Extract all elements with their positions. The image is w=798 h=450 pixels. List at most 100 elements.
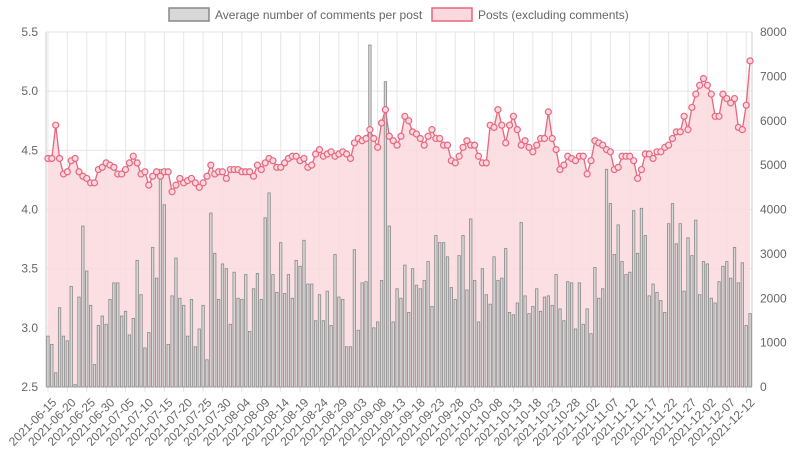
comments-bar[interactable] [69, 286, 73, 388]
legend-label-comments[interactable]: Average number of comments per post [215, 8, 423, 22]
comments-bar[interactable] [527, 313, 531, 388]
comments-bar[interactable] [608, 203, 613, 388]
comments-bar[interactable] [290, 297, 294, 388]
posts-point[interactable] [746, 57, 754, 65]
comments-bar[interactable] [329, 325, 333, 388]
comments-bar[interactable] [399, 297, 403, 388]
posts-point[interactable] [416, 134, 424, 143]
comments-bar[interactable] [182, 304, 186, 388]
posts-point[interactable] [688, 103, 696, 112]
posts-point[interactable] [257, 165, 265, 174]
comments-bar[interactable] [484, 294, 488, 388]
posts-point[interactable] [350, 139, 358, 147]
comments-bar[interactable] [201, 304, 205, 388]
comments-bar[interactable] [73, 384, 77, 388]
posts-point[interactable] [246, 168, 254, 176]
comments-bar[interactable] [473, 280, 477, 388]
comments-bar[interactable] [120, 315, 124, 388]
posts-point[interactable] [63, 168, 71, 176]
comments-bar[interactable] [376, 321, 380, 388]
posts-point[interactable] [738, 126, 746, 134]
comments-bar[interactable] [205, 359, 209, 388]
comments-bar[interactable] [220, 263, 225, 388]
posts-point[interactable] [463, 137, 471, 145]
comments-bar[interactable] [131, 317, 135, 388]
comments-bar[interactable] [612, 254, 616, 388]
comments-bar[interactable] [81, 225, 85, 388]
comments-bar[interactable] [279, 242, 283, 388]
posts-point[interactable] [346, 154, 355, 163]
comments-bar[interactable] [523, 295, 527, 388]
posts-point[interactable] [48, 154, 56, 163]
comments-bar[interactable] [496, 280, 500, 388]
comments-bar[interactable] [535, 288, 539, 388]
posts-point[interactable] [253, 161, 262, 169]
comments-bar[interactable] [566, 281, 570, 388]
comments-bar[interactable] [519, 222, 523, 388]
posts-point[interactable] [544, 108, 552, 116]
posts-point[interactable] [645, 150, 653, 158]
legend-label-posts[interactable]: Posts (excluding comments) [478, 8, 629, 22]
comments-bar[interactable] [108, 299, 112, 388]
comments-bar[interactable] [240, 299, 244, 388]
comments-bar[interactable] [298, 265, 302, 388]
comments-bar[interactable] [577, 282, 581, 388]
comments-bar[interactable] [620, 261, 624, 388]
comments-bar[interactable] [112, 282, 116, 388]
comments-bar[interactable] [166, 343, 170, 388]
comments-bar[interactable] [511, 314, 516, 388]
comments-bar[interactable] [391, 321, 395, 388]
comments-bar[interactable] [139, 294, 143, 388]
posts-point[interactable] [393, 141, 401, 149]
comments-bar[interactable] [217, 299, 221, 388]
comments-bar[interactable] [597, 297, 601, 388]
posts-point[interactable] [668, 134, 677, 143]
posts-point[interactable] [451, 159, 459, 167]
posts-point[interactable] [176, 174, 184, 183]
comments-bar[interactable] [387, 225, 391, 388]
posts-point[interactable] [614, 163, 622, 171]
posts-point[interactable] [692, 90, 700, 98]
posts-point[interactable] [110, 163, 118, 171]
comments-bar[interactable] [337, 296, 341, 388]
comments-bar[interactable] [143, 347, 147, 388]
posts-point[interactable] [71, 154, 79, 163]
comments-bar[interactable] [457, 255, 461, 388]
comments-bar[interactable] [333, 254, 337, 388]
posts-point[interactable] [509, 112, 518, 120]
posts-point[interactable] [727, 99, 735, 107]
posts-point[interactable] [579, 152, 587, 160]
comments-bar[interactable] [321, 320, 325, 388]
comments-bar[interactable] [395, 288, 399, 388]
comments-bar[interactable] [57, 307, 62, 388]
posts-point[interactable] [505, 121, 514, 129]
posts-point[interactable] [145, 181, 153, 189]
posts-point[interactable] [277, 163, 285, 171]
posts-point[interactable] [498, 121, 506, 129]
posts-point[interactable] [55, 154, 64, 163]
comments-bar[interactable] [127, 334, 132, 388]
comments-bar[interactable] [77, 296, 81, 388]
comments-bar[interactable] [317, 294, 322, 388]
posts-point[interactable] [385, 132, 393, 140]
comments-bar[interactable] [360, 282, 364, 388]
posts-point[interactable] [195, 183, 203, 191]
comments-bar[interactable] [434, 235, 438, 388]
comments-bar[interactable] [713, 302, 717, 388]
posts-point[interactable] [626, 152, 634, 160]
posts-point[interactable] [459, 143, 467, 151]
comments-bar[interactable] [632, 210, 636, 388]
comments-bar[interactable] [469, 218, 473, 388]
posts-point[interactable] [529, 148, 537, 156]
comments-bar[interactable] [624, 274, 628, 388]
comments-bar[interactable] [729, 277, 733, 388]
comments-bar[interactable] [61, 335, 66, 388]
comments-bar[interactable] [651, 283, 655, 388]
posts-point[interactable] [312, 150, 320, 158]
comments-bar[interactable] [585, 308, 589, 388]
comments-bar[interactable] [282, 293, 287, 388]
posts-point[interactable] [300, 154, 308, 163]
comments-bar[interactable] [306, 283, 310, 388]
comments-bar[interactable] [678, 223, 682, 388]
comments-bar[interactable] [504, 248, 508, 388]
